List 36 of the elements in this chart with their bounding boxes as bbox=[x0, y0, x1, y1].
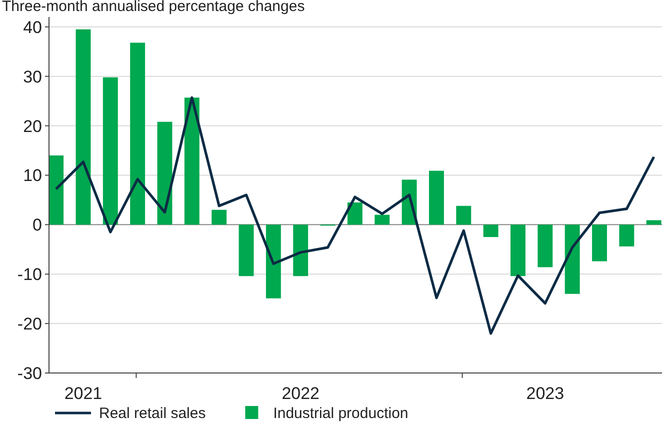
x-tick-label: 2022 bbox=[282, 384, 320, 403]
y-tick-label: -10 bbox=[17, 265, 42, 284]
bar bbox=[374, 214, 390, 225]
bar bbox=[212, 210, 227, 225]
bar bbox=[646, 220, 662, 225]
bar bbox=[347, 202, 362, 225]
y-tick-label: -20 bbox=[17, 314, 42, 334]
bar bbox=[619, 224, 634, 246]
bar bbox=[48, 155, 64, 225]
bar bbox=[184, 98, 200, 225]
y-tick-label: 20 bbox=[23, 116, 42, 136]
bar bbox=[293, 224, 308, 276]
bar bbox=[510, 224, 526, 276]
bar bbox=[157, 122, 172, 225]
bar bbox=[238, 224, 254, 276]
bar bbox=[76, 29, 91, 225]
bar bbox=[483, 224, 498, 238]
x-tick-label: 2021 bbox=[64, 384, 102, 403]
y-tick-label: 30 bbox=[23, 67, 42, 86]
bar bbox=[456, 206, 472, 225]
bar bbox=[266, 224, 281, 298]
bar bbox=[592, 224, 607, 262]
y-tick-label: 40 bbox=[23, 18, 42, 37]
bar bbox=[130, 42, 146, 225]
bar bbox=[538, 224, 553, 268]
legend-label: Industrial production bbox=[273, 405, 408, 422]
bar bbox=[429, 170, 444, 225]
bar bbox=[102, 77, 118, 225]
x-tick-label: 2023 bbox=[526, 384, 564, 403]
legend-label: Real retail sales bbox=[99, 405, 206, 422]
line-series bbox=[54, 96, 656, 335]
bar bbox=[564, 224, 580, 294]
chart-subtitle: Three-month annualised percentage changes bbox=[2, 0, 305, 15]
y-tick-label: -30 bbox=[17, 364, 42, 383]
y-tick-label: 10 bbox=[23, 166, 42, 186]
y-tick-label: 0 bbox=[32, 216, 42, 235]
